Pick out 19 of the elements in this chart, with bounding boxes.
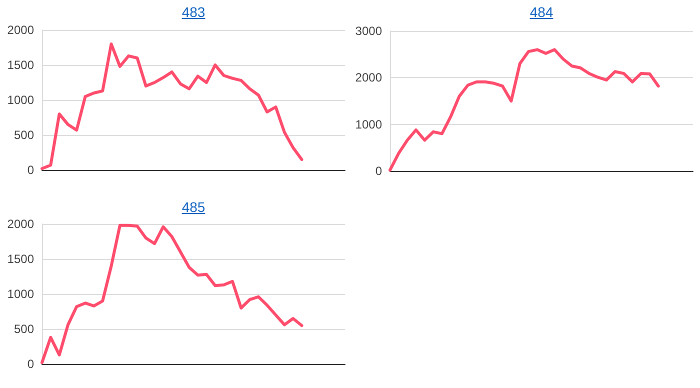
line-series (388, 48, 660, 172)
chart-title: 485 (180, 199, 206, 215)
y-tick-label: 0 (375, 164, 382, 178)
y-tick-label: 500 (14, 128, 34, 142)
y-tick-label: 3000 (355, 24, 382, 38)
y-tick-label: 0 (27, 163, 34, 177)
y-tick-label: 0 (27, 357, 34, 371)
y-tick-label: 1000 (355, 117, 382, 132)
y-tick-label: 1500 (7, 58, 34, 72)
line-series (40, 42, 304, 170)
y-tick-label: 1500 (7, 252, 34, 266)
y-tick-label: 1000 (7, 287, 34, 301)
y-tick-label: 500 (14, 322, 34, 336)
y-tick-label: 2000 (355, 70, 382, 85)
chart-title: 484 (528, 4, 554, 20)
chart-title: 483 (180, 4, 206, 20)
y-tick-label: 2000 (7, 23, 34, 37)
y-tick-label: 1000 (7, 93, 34, 107)
y-tick-label: 2000 (7, 217, 34, 231)
